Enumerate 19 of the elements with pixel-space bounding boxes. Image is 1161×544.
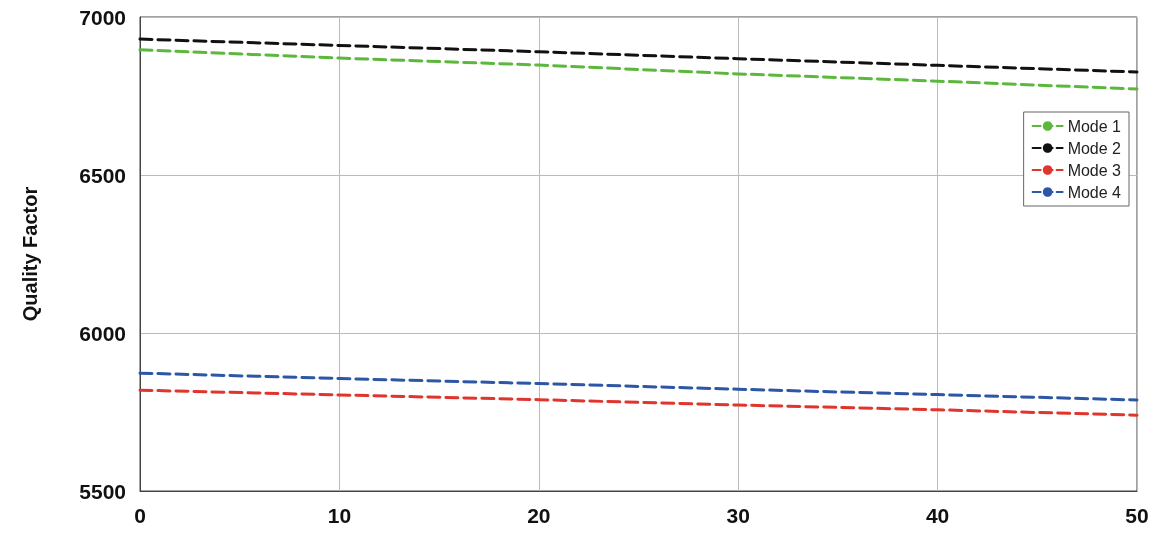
y-axis-title: Quality Factor	[19, 186, 41, 322]
legend-label: Mode 1	[1067, 117, 1122, 135]
line-series	[138, 388, 1139, 417]
line-series	[138, 371, 1139, 402]
y-tick-label: 6000	[79, 321, 126, 345]
line-series	[138, 37, 1139, 74]
legend-label: Mode 4	[1067, 183, 1122, 201]
y-tick-label: 7000	[79, 5, 126, 29]
x-tick-label: 10	[327, 504, 352, 527]
x-tick-label: 40	[925, 504, 950, 527]
x-tick-label: 30	[726, 504, 750, 527]
y-tick-label: 5500	[79, 479, 126, 503]
x-tick-label: 50	[1125, 504, 1149, 527]
line-series	[138, 48, 1139, 91]
y-tick-label: 6500	[79, 163, 126, 187]
legend-label: Mode 3	[1067, 161, 1122, 179]
legend-label: Mode 2	[1067, 139, 1122, 157]
x-tick-label: 0	[134, 504, 146, 527]
x-tick-label: 20	[527, 504, 551, 527]
